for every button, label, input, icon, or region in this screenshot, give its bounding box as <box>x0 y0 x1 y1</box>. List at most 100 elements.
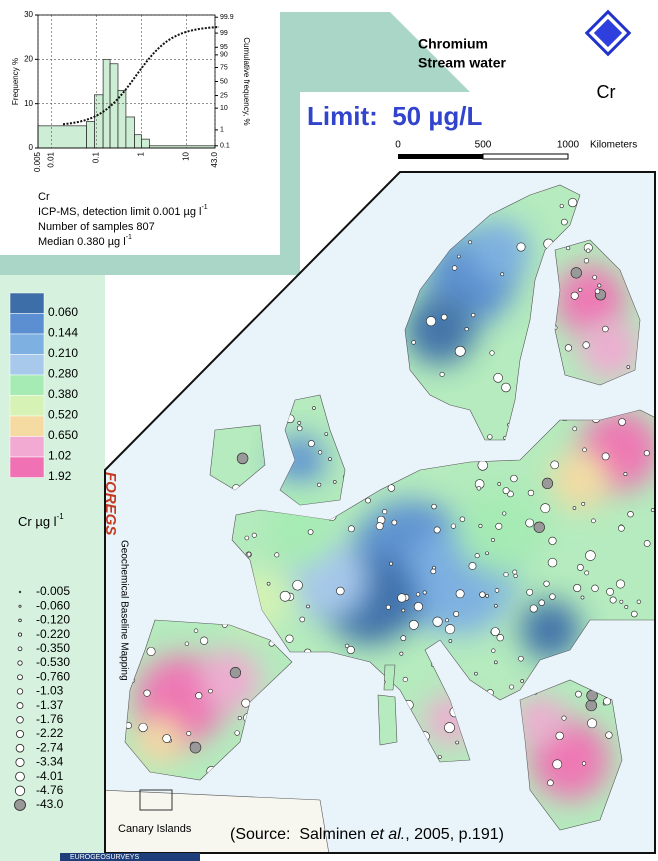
site-symbol <box>299 616 306 623</box>
info-text: Median 0.380 µg l <box>38 236 126 248</box>
site-symbol <box>459 516 466 522</box>
site-symbol <box>311 232 319 240</box>
site-symbol <box>489 350 495 356</box>
y2-tick-label: 1 <box>220 127 224 134</box>
element-symbol: Cr <box>597 82 616 102</box>
site-symbol <box>175 319 184 329</box>
legend-symbol <box>18 590 22 594</box>
site-symbol <box>509 684 514 690</box>
site-symbol <box>146 646 156 656</box>
site-symbol <box>627 511 634 518</box>
site-symbol <box>516 242 526 252</box>
site-symbol <box>597 283 602 288</box>
site-symbol <box>477 460 488 471</box>
legend-unit: Cr µg l-1 <box>18 512 64 529</box>
site-symbol <box>175 378 184 386</box>
site-symbol <box>389 561 393 566</box>
concentration-patch <box>550 450 610 510</box>
legend-symbol-label: -0.350 <box>36 641 70 655</box>
scale-segment <box>398 154 483 159</box>
site-symbol <box>415 592 421 597</box>
histogram-bar <box>141 138 150 149</box>
concentration-patch <box>455 485 545 575</box>
site-symbol <box>468 562 477 570</box>
site-symbol <box>456 254 461 259</box>
legend-symbol-label: -2.74 <box>36 740 64 754</box>
site-symbol <box>193 628 199 633</box>
site-symbol <box>332 480 337 484</box>
site-symbol <box>241 698 251 708</box>
y2-tick-label: 90 <box>220 52 228 59</box>
site-symbol <box>426 316 437 327</box>
y-tick-label: 30 <box>24 10 33 19</box>
site-symbol <box>493 660 498 665</box>
site-symbol <box>497 482 501 486</box>
site-symbol <box>237 716 242 721</box>
site-symbol <box>582 447 587 453</box>
legend-symbol <box>17 632 23 637</box>
legend-swatch <box>9 395 45 417</box>
site-symbol <box>119 315 124 320</box>
legend-symbol <box>14 785 26 796</box>
site-symbol <box>336 586 345 596</box>
site-symbol <box>485 594 489 598</box>
site-symbol <box>127 434 132 439</box>
site-symbol <box>136 352 141 357</box>
site-symbol <box>550 460 560 470</box>
site-symbol <box>228 304 235 311</box>
source-text: (Source: Salminen <box>230 826 371 843</box>
band <box>0 12 658 275</box>
site-symbol <box>173 301 179 307</box>
site-symbol <box>155 352 161 358</box>
site-symbol <box>501 382 511 393</box>
site-symbol <box>552 759 563 770</box>
legend-label: 1.02 <box>48 449 72 463</box>
legend-symbol-label: -4.01 <box>36 769 64 783</box>
info-element: Cr <box>38 191 50 203</box>
site-symbol <box>485 551 489 556</box>
legend-swatch <box>9 415 45 437</box>
site-symbol <box>285 634 294 643</box>
site-symbol <box>400 635 407 642</box>
site-symbol <box>397 593 407 603</box>
legend-label: 0.380 <box>48 387 78 401</box>
site-symbol <box>561 715 567 721</box>
info-median: Median 0.380 µg l-1 <box>38 234 132 248</box>
site-symbol <box>496 634 504 642</box>
site-symbol <box>195 692 203 700</box>
site-symbol <box>601 452 610 461</box>
y2-tick-label: 0.1 <box>220 143 230 150</box>
site-symbol <box>432 565 436 570</box>
site-symbol <box>618 524 625 532</box>
histogram-bar <box>86 121 95 149</box>
site-symbol <box>201 323 206 328</box>
legend-symbol <box>15 771 25 782</box>
site-symbol <box>576 564 584 571</box>
site-symbol <box>138 343 146 350</box>
footer-bar <box>60 853 200 861</box>
site-symbol <box>540 503 551 514</box>
site-symbol <box>493 603 498 608</box>
footer: EUROGEOSURVEYS <box>70 854 139 861</box>
legend-unit-text: Cr µg l <box>18 514 57 529</box>
legend-swatch <box>9 456 45 478</box>
site-symbol <box>200 636 209 645</box>
site-symbol <box>192 316 202 326</box>
site-symbol <box>566 246 571 251</box>
site-symbol <box>487 434 493 440</box>
site-symbol <box>135 340 141 347</box>
site-symbol <box>432 616 443 627</box>
site-symbol <box>422 590 427 595</box>
site-symbol <box>296 425 303 432</box>
site-symbol <box>582 341 590 349</box>
site-symbol <box>555 731 564 741</box>
concentration-patch <box>135 715 185 765</box>
site-symbol <box>441 314 448 321</box>
site-symbol <box>494 588 500 593</box>
site-symbol <box>322 189 331 197</box>
legend-label: 0.144 <box>48 326 78 340</box>
legend-symbol <box>18 618 22 623</box>
site-symbol <box>455 589 465 599</box>
site-symbol <box>307 440 315 448</box>
